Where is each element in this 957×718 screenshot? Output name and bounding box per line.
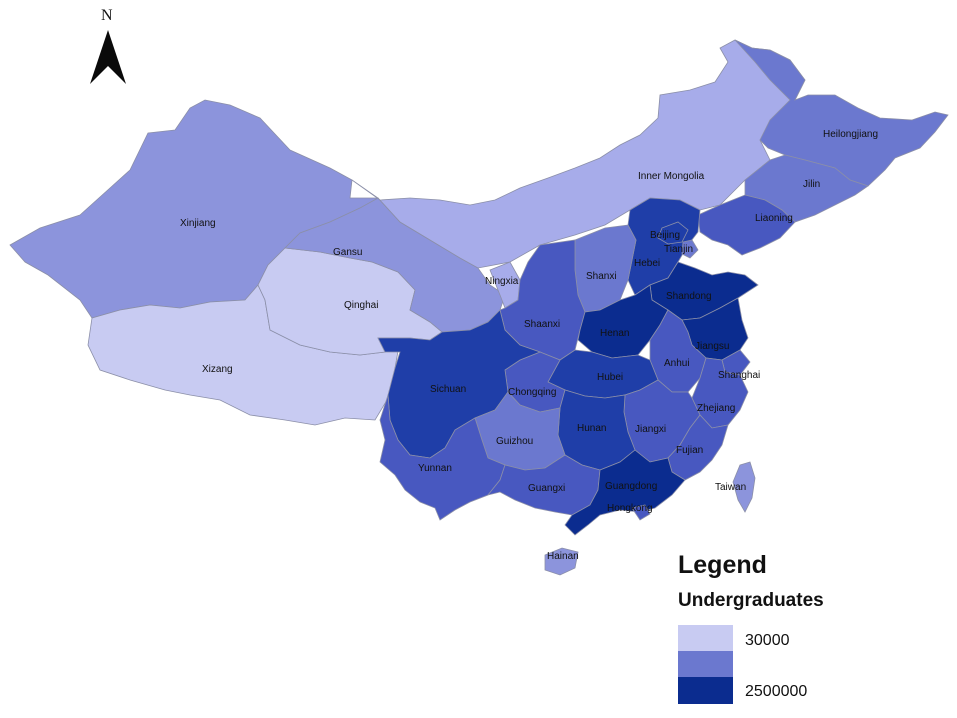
province-tianjin[interactable] (681, 239, 699, 259)
label-shanghai: Shanghai (718, 370, 760, 381)
label-qinghai: Qinghai (344, 300, 378, 311)
label-hunan: Hunan (577, 423, 606, 434)
label-hainan: Hainan (547, 551, 579, 562)
label-shandong: Shandong (666, 291, 712, 302)
legend-value-low: 30000 (745, 632, 790, 649)
north-label: N (101, 7, 113, 24)
label-jiangsu: Jiangsu (695, 341, 729, 352)
legend-swatch-low (678, 625, 733, 652)
label-shaanxi: Shaanxi (524, 319, 560, 330)
labels-layer: Xinjiang Xizang Qinghai Gansu Inner Mong… (180, 129, 878, 562)
label-shanxi: Shanxi (586, 271, 617, 282)
label-xizang: Xizang (202, 364, 233, 375)
label-jiangxi: Jiangxi (635, 424, 666, 435)
province-liaoning[interactable] (697, 194, 796, 256)
label-chongqing: Chongqing (508, 387, 556, 398)
label-henan: Henan (600, 328, 629, 339)
label-ningxia: Ningxia (485, 276, 519, 287)
label-anhui: Anhui (664, 358, 690, 369)
label-hebei: Hebei (634, 258, 660, 269)
legend-value-high: 2500000 (745, 683, 807, 700)
province-beijing[interactable] (657, 221, 689, 245)
north-arrow: N (90, 7, 126, 84)
legend-swatch-high (678, 677, 733, 704)
label-taiwan: Taiwan (715, 482, 746, 493)
label-heilongjiang: Heilongjiang (823, 129, 878, 140)
label-jilin: Jilin (803, 179, 820, 190)
label-tianjin: Tianjin (664, 244, 693, 255)
legend-title: Legend (678, 551, 767, 579)
label-liaoning: Liaoning (755, 213, 793, 224)
label-zhejiang: Zhejiang (697, 403, 735, 414)
province-taiwan[interactable] (732, 461, 756, 513)
north-arrow-icon (90, 30, 126, 84)
label-hongkong: Hongkong (607, 503, 653, 514)
label-yunnan: Yunnan (418, 463, 452, 474)
label-sichuan: Sichuan (430, 384, 466, 395)
label-fujian: Fujian (676, 445, 703, 456)
province-hongkong[interactable] (631, 504, 651, 521)
provinces-layer (9, 39, 949, 576)
legend-subtitle: Undergraduates (678, 590, 824, 611)
label-inner-mongolia: Inner Mongolia (638, 171, 705, 182)
legend: Legend Undergraduates 30000 2500000 (678, 551, 824, 704)
province-hainan[interactable] (544, 547, 579, 576)
province-heilongjiang[interactable] (734, 39, 949, 187)
legend-swatch-mid (678, 651, 733, 678)
label-xinjiang: Xinjiang (180, 218, 216, 229)
label-beijing: Beijing (650, 230, 680, 241)
label-hubei: Hubei (597, 372, 623, 383)
label-guangxi: Guangxi (528, 483, 565, 494)
label-guangdong: Guangdong (605, 481, 657, 492)
label-guizhou: Guizhou (496, 436, 533, 447)
label-gansu: Gansu (333, 247, 362, 258)
